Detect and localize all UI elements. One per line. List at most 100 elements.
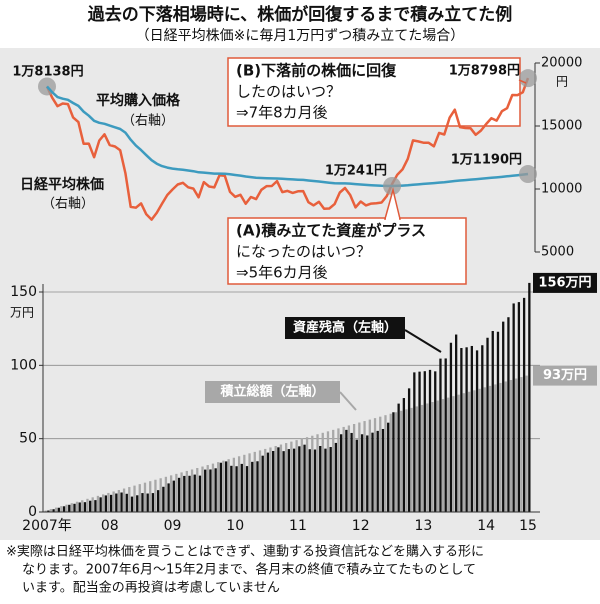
bar xyxy=(81,500,84,512)
bar xyxy=(499,382,502,512)
callout-text: したのはいつ？ xyxy=(236,83,341,101)
y-tick-label: 5000 xyxy=(541,245,574,260)
bar xyxy=(441,399,445,512)
bar xyxy=(407,388,411,512)
bar xyxy=(287,449,290,512)
bar xyxy=(256,461,259,512)
bar xyxy=(49,509,53,512)
bar xyxy=(70,503,73,512)
bar xyxy=(57,507,60,512)
bar xyxy=(120,492,123,512)
x-tick-label: 09 xyxy=(164,518,182,534)
bar xyxy=(502,321,505,512)
bar xyxy=(363,421,366,512)
bar xyxy=(400,410,403,512)
bar xyxy=(183,475,186,512)
bar xyxy=(520,377,523,512)
bar xyxy=(366,435,369,512)
bar xyxy=(75,501,79,512)
bar xyxy=(154,479,157,512)
bar xyxy=(162,486,165,512)
bar xyxy=(303,444,306,512)
bar xyxy=(371,432,374,512)
bar xyxy=(418,371,421,512)
bar xyxy=(89,500,92,512)
bar xyxy=(313,449,317,512)
footnote: なります。2007年6月～15年2月まで、各月末の終値で積み立てたものとして xyxy=(22,562,476,578)
bar xyxy=(413,372,416,512)
bar xyxy=(345,429,348,512)
bar xyxy=(149,481,152,512)
footnote: います。配当金の再投資は考慮していません xyxy=(22,580,280,596)
bar xyxy=(274,446,277,512)
bar xyxy=(104,495,108,512)
bar xyxy=(47,510,50,512)
bar xyxy=(282,451,285,512)
bar xyxy=(462,393,466,512)
bar xyxy=(122,488,126,512)
bar xyxy=(86,498,89,512)
bar xyxy=(201,466,204,512)
callout-text: ⇒7年8カ月後 xyxy=(236,104,328,122)
bar xyxy=(439,358,442,512)
bar xyxy=(473,390,476,512)
bar xyxy=(321,432,324,512)
y-tick-label: 100 xyxy=(10,357,37,373)
bar xyxy=(452,396,455,512)
bar xyxy=(172,480,175,512)
x-tick-label: 14 xyxy=(477,518,495,534)
bar xyxy=(253,451,256,512)
bar xyxy=(491,331,494,512)
y-tick-label: 150 xyxy=(10,284,37,300)
bar xyxy=(426,403,429,512)
value-label: 1万8138円 xyxy=(12,65,83,80)
bar xyxy=(410,407,413,512)
bar xyxy=(206,465,209,512)
x-tick-label: 10 xyxy=(226,518,244,534)
bar xyxy=(164,476,168,512)
y-unit: 万円 xyxy=(10,306,34,320)
legend-label: 資産残高（左軸） xyxy=(293,320,397,336)
bar xyxy=(324,448,327,512)
callout-text: (B)下落前の株価に回復 xyxy=(236,62,397,80)
bar xyxy=(94,500,97,512)
bar xyxy=(117,490,120,512)
bar xyxy=(316,434,319,512)
bar xyxy=(420,404,424,512)
bar xyxy=(337,428,340,512)
bar xyxy=(109,494,113,512)
y-tick-label: 15000 xyxy=(541,119,582,134)
bar xyxy=(99,497,102,512)
legend-box xyxy=(205,381,340,403)
bar xyxy=(217,462,220,512)
bar xyxy=(405,409,408,512)
bar xyxy=(65,504,68,512)
bar xyxy=(449,342,453,512)
bar xyxy=(334,442,338,512)
bar xyxy=(146,493,149,512)
bar xyxy=(428,369,432,512)
bar xyxy=(54,507,58,512)
bar xyxy=(292,448,296,512)
bar xyxy=(342,426,345,512)
bar xyxy=(332,429,335,512)
y-tick-label: 10000 xyxy=(541,182,582,197)
bar xyxy=(488,385,492,512)
bar xyxy=(240,463,243,512)
bar xyxy=(136,495,139,512)
bar xyxy=(512,303,515,512)
value-label: 156万円 xyxy=(538,275,591,290)
bar xyxy=(402,398,406,512)
bar xyxy=(141,493,144,512)
bar xyxy=(232,457,236,512)
bar xyxy=(156,490,160,512)
bar xyxy=(290,441,293,512)
bar xyxy=(355,439,358,512)
bar xyxy=(83,502,87,512)
legend-box xyxy=(285,317,405,339)
x-tick-label: 13 xyxy=(415,518,433,534)
bar xyxy=(415,406,419,512)
bar xyxy=(230,465,233,512)
